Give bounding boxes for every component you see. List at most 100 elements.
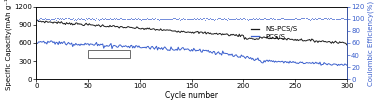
Point	[170, 18, 176, 19]
Point	[64, 17, 70, 19]
Point	[197, 18, 203, 19]
Y-axis label: Coulombic Efficiency(%): Coulombic Efficiency(%)	[367, 0, 374, 85]
Point	[298, 17, 304, 19]
Point	[262, 18, 268, 19]
Point	[237, 17, 243, 19]
Point	[163, 18, 169, 19]
Point	[311, 18, 317, 20]
Point	[194, 17, 200, 19]
Point	[323, 17, 329, 19]
Point	[137, 18, 143, 20]
Point	[85, 17, 91, 19]
Point	[242, 17, 248, 19]
Point	[261, 18, 267, 19]
Point	[73, 19, 79, 20]
Point	[111, 17, 117, 19]
Point	[130, 18, 136, 20]
Point	[222, 19, 228, 20]
Point	[48, 18, 54, 19]
Point	[106, 18, 112, 20]
Point	[342, 18, 348, 20]
Point	[125, 18, 132, 20]
Point	[223, 19, 229, 20]
Point	[322, 17, 328, 19]
Point	[46, 18, 52, 19]
Point	[124, 18, 130, 20]
Point	[134, 18, 140, 20]
Point	[198, 18, 204, 20]
Point	[141, 18, 147, 20]
Point	[166, 18, 172, 20]
Point	[279, 17, 285, 19]
Point	[283, 18, 289, 20]
Point	[221, 17, 227, 19]
Point	[68, 19, 74, 20]
Point	[117, 18, 123, 19]
Point	[305, 18, 311, 20]
Point	[119, 18, 125, 20]
Point	[77, 18, 83, 20]
Point	[165, 18, 171, 20]
Point	[286, 18, 292, 19]
Point	[83, 18, 89, 19]
Point	[328, 18, 335, 19]
Point	[189, 18, 195, 20]
Point	[255, 19, 261, 20]
Point	[271, 18, 277, 20]
Point	[224, 19, 230, 21]
Point	[190, 18, 196, 20]
Point	[284, 18, 290, 20]
Point	[290, 18, 296, 20]
Point	[89, 18, 95, 19]
Point	[327, 18, 333, 19]
Point	[52, 17, 58, 19]
Point	[211, 19, 217, 20]
Point	[181, 18, 187, 20]
Point	[82, 19, 88, 21]
Point	[302, 17, 308, 19]
Point	[321, 18, 327, 19]
Point	[54, 17, 60, 19]
Point	[250, 18, 256, 19]
Point	[293, 17, 299, 19]
Point	[274, 18, 280, 20]
Point	[305, 18, 311, 19]
Point	[333, 18, 339, 19]
Point	[129, 18, 135, 19]
Point	[175, 19, 181, 20]
Point	[242, 19, 248, 20]
Point	[152, 18, 158, 20]
Point	[193, 18, 199, 20]
Point	[324, 18, 330, 20]
Point	[75, 17, 81, 19]
Point	[186, 18, 192, 20]
Point	[335, 18, 341, 19]
Point	[308, 18, 314, 20]
Point	[248, 18, 254, 20]
Point	[156, 18, 163, 19]
Point	[37, 18, 43, 19]
Point	[131, 18, 137, 19]
Point	[214, 18, 220, 20]
Point	[116, 18, 122, 20]
Point	[146, 18, 152, 20]
Point	[152, 18, 158, 19]
Point	[202, 19, 208, 20]
Point	[65, 18, 71, 19]
Point	[108, 18, 114, 20]
Point	[127, 19, 133, 20]
Point	[257, 18, 263, 20]
Point	[53, 19, 59, 20]
Point	[206, 18, 212, 19]
Point	[292, 17, 298, 19]
Point	[99, 17, 105, 19]
Point	[142, 18, 148, 19]
Point	[37, 17, 43, 19]
Point	[208, 18, 214, 20]
Point	[70, 17, 76, 19]
Point	[287, 18, 293, 20]
Point	[318, 18, 324, 20]
Point	[107, 17, 113, 19]
Point	[265, 19, 271, 20]
Point	[280, 17, 286, 19]
